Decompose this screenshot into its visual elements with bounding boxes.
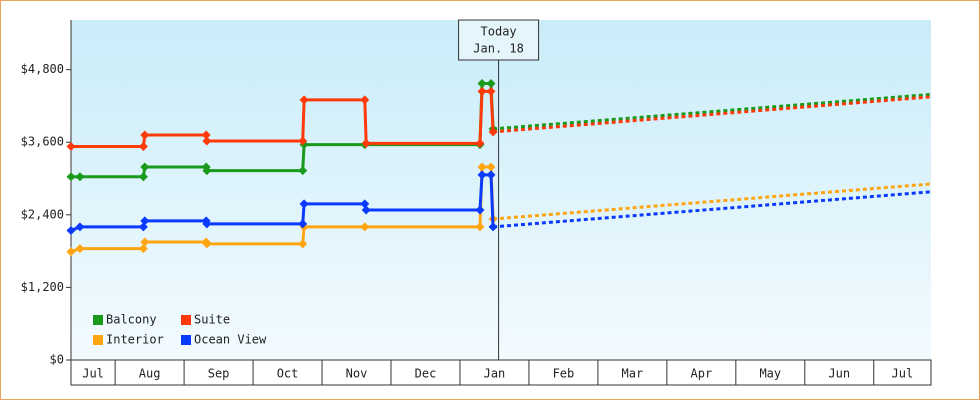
x-tick-label: Sep (208, 367, 230, 381)
point (486, 79, 496, 89)
point (360, 199, 370, 209)
point (140, 216, 150, 226)
legend-swatch (181, 315, 191, 325)
point (475, 222, 485, 232)
x-tick-label: Apr (691, 367, 713, 381)
legend-label: Balcony (106, 313, 157, 327)
forecast-line (492, 182, 932, 221)
today-label: Jan. 18 (473, 42, 524, 56)
point (360, 95, 370, 105)
point (66, 141, 76, 151)
point (138, 222, 148, 232)
point (360, 222, 370, 232)
point (202, 166, 212, 176)
point (486, 86, 496, 96)
x-tick-label: Jul (892, 367, 914, 381)
legend-swatch (181, 335, 191, 345)
point (75, 244, 85, 254)
point (475, 138, 485, 148)
point (138, 244, 148, 254)
x-tick-label: Oct (277, 367, 299, 381)
point (361, 138, 371, 148)
point (298, 219, 308, 229)
point (477, 86, 487, 96)
y-tick-label: $3,600 (21, 135, 64, 149)
point (202, 219, 212, 229)
x-tick-label: May (759, 367, 781, 381)
plot-area (71, 20, 931, 360)
point (202, 239, 212, 249)
x-axis-band (70, 359, 932, 386)
legend-label: Interior (106, 333, 164, 347)
x-tick-label: Jun (828, 367, 850, 381)
point (138, 141, 148, 151)
point (475, 205, 485, 215)
y-tick-label: $1,200 (21, 280, 64, 294)
point (488, 127, 498, 137)
point (298, 166, 308, 176)
today-label: Today (481, 25, 517, 39)
forecast-line (492, 95, 932, 134)
point (361, 205, 371, 215)
point (299, 95, 309, 105)
point (299, 199, 309, 209)
point (477, 79, 487, 89)
x-tick-label: Nov (346, 367, 368, 381)
x-tick-label: Feb (553, 367, 575, 381)
legend-label: Ocean View (194, 333, 267, 347)
legend-swatch (93, 315, 103, 325)
point (66, 172, 76, 182)
x-tick-label: Jul (82, 367, 104, 381)
legend-label: Suite (194, 313, 230, 327)
today-box (458, 19, 540, 61)
point (66, 247, 76, 257)
point (75, 172, 85, 182)
point (140, 162, 150, 172)
legend-swatch (93, 335, 103, 345)
point (140, 237, 150, 247)
point (298, 136, 308, 146)
x-tick-label: Mar (622, 367, 644, 381)
point (138, 172, 148, 182)
y-tick-label: $2,400 (21, 207, 64, 221)
point (477, 170, 487, 180)
point (298, 239, 308, 249)
point (66, 226, 76, 236)
point (140, 130, 150, 140)
point (486, 170, 496, 180)
point (488, 222, 498, 232)
forecast-line (492, 190, 932, 229)
y-tick-label: $4,800 (21, 62, 64, 76)
forecast-line (492, 92, 932, 131)
point (202, 136, 212, 146)
point (75, 222, 85, 232)
x-tick-label: Dec (415, 367, 437, 381)
x-tick-label: Aug (139, 367, 161, 381)
x-tick-label: Jan (484, 367, 506, 381)
y-tick-label: $0 (50, 353, 64, 367)
point (486, 162, 496, 172)
point (201, 130, 211, 140)
point (477, 162, 487, 172)
